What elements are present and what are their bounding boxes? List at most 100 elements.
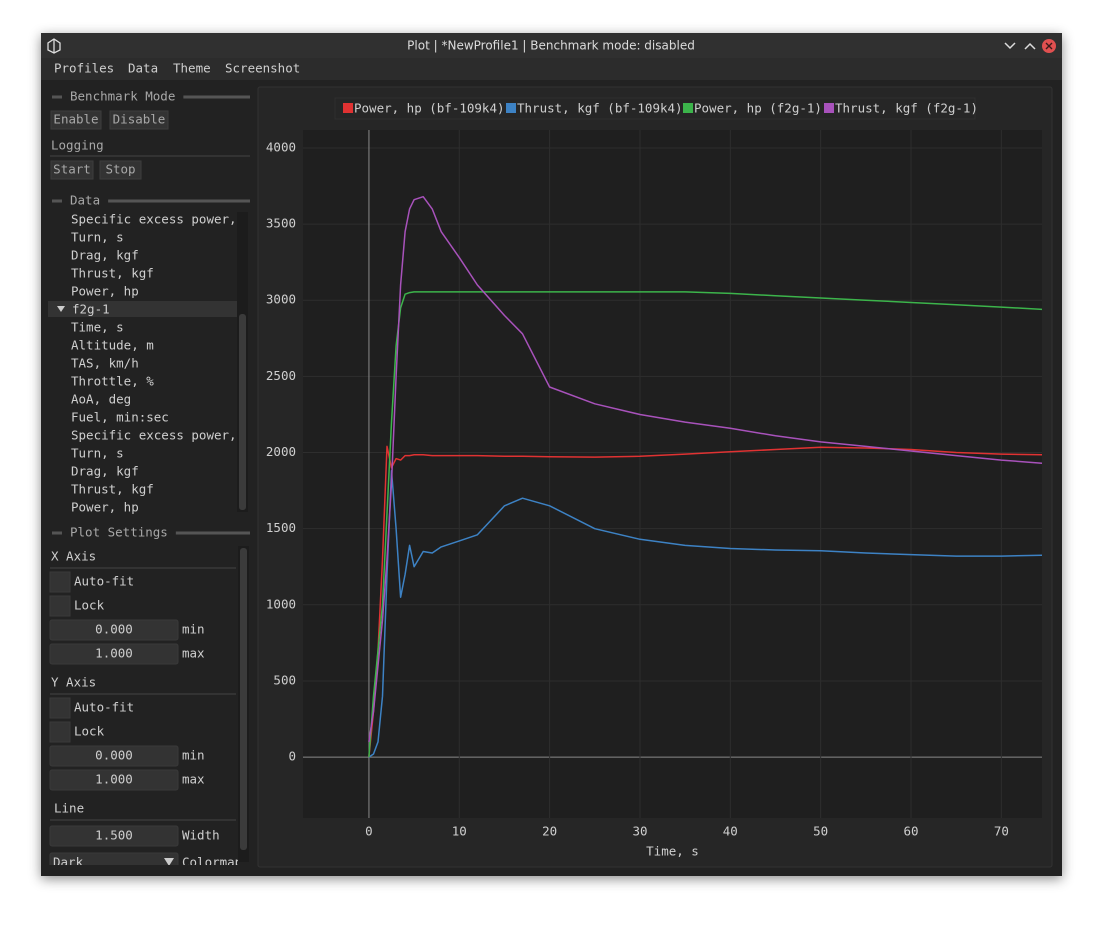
y-tick-label: 3500 bbox=[266, 216, 296, 231]
data-item: Specific excess power, bbox=[71, 428, 237, 443]
legend-swatch bbox=[343, 103, 353, 113]
data-item: Turn, s bbox=[71, 230, 124, 245]
data-item: AoA, deg bbox=[71, 392, 131, 407]
input-label: min bbox=[182, 748, 205, 763]
title-bar bbox=[41, 33, 1062, 58]
button[interactable] bbox=[99, 160, 142, 180]
button-label: Start bbox=[53, 162, 91, 177]
group-label: X Axis bbox=[51, 549, 96, 564]
data-item: Throttle, % bbox=[71, 374, 154, 389]
data-item: Drag, kgf bbox=[71, 464, 139, 479]
data-list bbox=[48, 210, 238, 514]
y-tick-label: 2000 bbox=[266, 444, 296, 459]
number-input[interactable] bbox=[49, 619, 179, 641]
legend-swatch bbox=[824, 103, 834, 113]
x-tick-label: 40 bbox=[723, 824, 738, 839]
close-icon bbox=[1045, 42, 1053, 50]
section-label: Logging bbox=[51, 138, 104, 153]
x-axis-label: Time, s bbox=[646, 844, 699, 859]
data-group: f2g-1 bbox=[72, 302, 110, 317]
legend-label: Thrust, kgf (bf-109k4) bbox=[517, 101, 683, 116]
group-label: Y Axis bbox=[51, 675, 96, 690]
checkbox-label: Auto-fit bbox=[74, 700, 134, 715]
button[interactable] bbox=[109, 110, 169, 130]
y-tick-label: 4000 bbox=[266, 139, 296, 154]
button-label: Enable bbox=[53, 112, 98, 127]
button[interactable] bbox=[50, 110, 102, 130]
data-item: Time, s bbox=[71, 320, 124, 335]
selected-row bbox=[48, 301, 237, 317]
y-tick-label: 1000 bbox=[266, 596, 296, 611]
legend bbox=[334, 97, 976, 120]
button-label: Disable bbox=[113, 112, 166, 127]
data-item: TAS, km/h bbox=[71, 356, 139, 371]
legend-swatch bbox=[506, 103, 516, 113]
x-tick-label: 20 bbox=[542, 824, 557, 839]
section-header: Benchmark Mode bbox=[70, 89, 175, 104]
number-input[interactable] bbox=[49, 745, 179, 767]
data-item: Specific excess power, bbox=[71, 212, 237, 227]
button-label: Stop bbox=[105, 162, 135, 177]
settings-area: X Axis Auto-fit Lock 0.000 min 1.000 max Y Axis… bbox=[49, 549, 242, 873]
data-item: Thrust, kgf bbox=[71, 482, 154, 497]
x-tick-label: 30 bbox=[632, 824, 647, 839]
data-item: Drag, kgf bbox=[71, 248, 139, 263]
input-label: Width bbox=[182, 828, 220, 843]
menu-item[interactable]: Theme bbox=[173, 61, 211, 76]
input-label: Colormap bbox=[182, 855, 242, 870]
menu-item[interactable]: Data bbox=[128, 61, 158, 76]
input-value: 1.000 bbox=[95, 646, 133, 661]
button[interactable] bbox=[50, 160, 94, 180]
checkbox[interactable] bbox=[49, 571, 71, 593]
checkbox[interactable] bbox=[49, 721, 71, 743]
checkbox[interactable] bbox=[49, 595, 71, 617]
number-input[interactable] bbox=[49, 643, 179, 665]
legend-label: Power, hp (f2g-1) bbox=[694, 101, 822, 116]
y-tick-label: 0 bbox=[288, 749, 296, 764]
input-value: 1.500 bbox=[95, 828, 133, 843]
window-title: Plot | *NewProfile1 | Benchmark mode: di… bbox=[407, 39, 695, 53]
input-label: max bbox=[182, 772, 205, 787]
y-tick-label: 500 bbox=[273, 672, 296, 687]
input-label: max bbox=[182, 646, 205, 661]
scrollbar-thumb[interactable] bbox=[239, 314, 246, 510]
series-line bbox=[368, 291, 1042, 758]
series-line bbox=[368, 195, 1042, 743]
minimize-button[interactable] bbox=[1004, 42, 1016, 50]
legend-label: Thrust, kgf (f2g-1) bbox=[835, 101, 978, 116]
app-icon bbox=[47, 38, 61, 54]
input-label: min bbox=[182, 622, 205, 637]
x-tick-label: 70 bbox=[994, 824, 1009, 839]
legend-swatch bbox=[683, 103, 693, 113]
x-tick-label: 50 bbox=[813, 824, 828, 839]
data-item: Thrust, kgf bbox=[71, 266, 154, 281]
expand-arrow[interactable] bbox=[57, 306, 65, 312]
menu-bar bbox=[41, 58, 1062, 80]
plot: 0 500 1000 1500 2000 2500 3000 3500 4000 0 10 20 30 4… bbox=[266, 101, 1042, 859]
legend-label: Power, hp (bf-109k4) bbox=[354, 101, 505, 116]
checkbox[interactable] bbox=[49, 697, 71, 719]
input-value: 0.000 bbox=[95, 748, 133, 763]
y-tick-label: 2500 bbox=[266, 368, 296, 383]
dropdown-value: Dark bbox=[53, 855, 84, 870]
checkbox-label: Lock bbox=[74, 598, 105, 613]
checkbox-label: Auto-fit bbox=[74, 574, 134, 589]
x-tick-label: 10 bbox=[452, 824, 467, 839]
plot-area bbox=[303, 130, 1042, 818]
x-tick-label: 0 bbox=[365, 824, 373, 839]
data-item: Fuel, min:sec bbox=[71, 410, 169, 425]
scrollbar-thumb[interactable] bbox=[240, 548, 247, 850]
menu-item[interactable]: Screenshot bbox=[225, 61, 300, 76]
input-value: 1.000 bbox=[95, 772, 133, 787]
dropdown[interactable] bbox=[49, 852, 179, 873]
y-tick-label: 1500 bbox=[266, 520, 296, 535]
number-input[interactable] bbox=[49, 769, 179, 791]
maximize-button[interactable] bbox=[1024, 42, 1036, 50]
y-tick-label: 3000 bbox=[266, 292, 296, 307]
menu-item[interactable]: Profiles bbox=[54, 61, 114, 76]
number-input[interactable] bbox=[49, 825, 179, 847]
data-item: Power, hp bbox=[71, 284, 139, 299]
x-tick-label: 60 bbox=[903, 824, 918, 839]
section-header: Data bbox=[70, 193, 100, 208]
